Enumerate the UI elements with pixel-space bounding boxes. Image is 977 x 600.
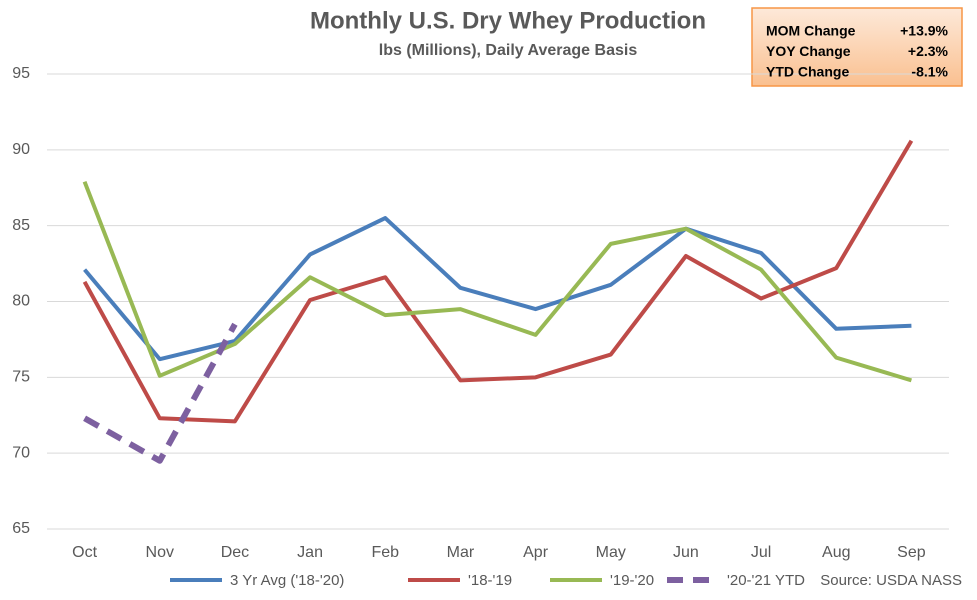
legend-label: '20-'21 YTD	[727, 572, 805, 589]
x-tick-label: Jun	[673, 544, 699, 561]
legend-label: '18-'19	[468, 572, 512, 589]
chart-title: Monthly U.S. Dry Whey Production	[310, 7, 706, 34]
y-tick-label: 75	[12, 369, 30, 386]
x-tick-label: Nov	[146, 544, 174, 561]
stat-label: YTD Change	[766, 64, 849, 80]
x-tick-label: Dec	[221, 544, 249, 561]
x-tick-label: Oct	[72, 544, 97, 561]
x-tick-label: Jan	[297, 544, 323, 561]
y-tick-label: 70	[12, 444, 30, 461]
stat-value: +13.9%	[900, 23, 948, 39]
y-tick-label: 80	[12, 293, 30, 310]
y-tick-label: 95	[12, 65, 30, 82]
x-tick-label: Aug	[822, 544, 850, 561]
stat-label: MOM Change	[766, 23, 856, 39]
stats-box	[751, 7, 963, 87]
legend-label: '19-'20	[610, 572, 654, 589]
y-tick-label: 85	[12, 217, 30, 234]
stat-value: +2.3%	[908, 43, 949, 59]
stat-label: YOY Change	[766, 43, 851, 59]
x-tick-label: Apr	[523, 544, 549, 561]
x-tick-label: Jul	[751, 544, 771, 561]
x-tick-label: Sep	[897, 544, 926, 561]
series-line	[83, 322, 238, 464]
stat-value: -8.1%	[911, 64, 948, 80]
chart-subtitle: lbs (Millions), Daily Average Basis	[379, 42, 638, 59]
x-tick-label: Feb	[371, 544, 399, 561]
series-line	[82, 139, 914, 424]
y-tick-label: 65	[12, 520, 30, 537]
source-note: Source: USDA NASS	[820, 572, 962, 589]
legend-label: 3 Yr Avg ('18-'20)	[230, 572, 344, 589]
y-tick-label: 90	[12, 141, 30, 158]
x-tick-label: Mar	[447, 544, 475, 561]
x-tick-label: May	[596, 544, 626, 561]
